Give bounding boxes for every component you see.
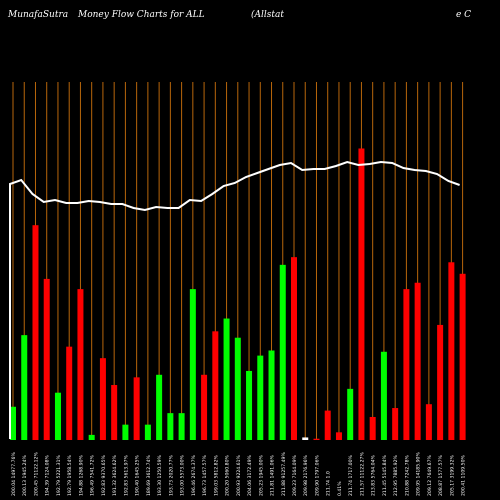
x-tick-label: 193.73 2020.77% — [168, 454, 174, 496]
volume-bar — [223, 318, 230, 440]
volume-bar — [268, 350, 275, 440]
x-tick-label: 209.12 7649.67% — [427, 454, 433, 496]
volume-bar — [380, 351, 387, 440]
volume-bar — [212, 331, 219, 440]
volume-bar — [392, 408, 399, 440]
volume-bar — [414, 282, 421, 440]
volume-bar — [201, 374, 208, 440]
volume-bar — [459, 273, 466, 440]
x-tick-label: 213.83 5764.04% — [371, 454, 377, 496]
volume-bar — [21, 335, 28, 440]
x-tick-label: 190.40 1645.25% — [135, 454, 141, 496]
x-tick-label: 200.04 14977.76% — [11, 452, 17, 496]
volume-bar — [144, 424, 151, 440]
volume-bar — [66, 346, 73, 440]
volume-bar — [77, 289, 84, 440]
x-tick-label: 209.95 14185.90% — [416, 452, 422, 496]
volume-bar — [178, 413, 185, 440]
price-line — [9, 160, 460, 439]
volume-bar — [425, 404, 432, 440]
x-tick-label: 192.83 9370.65% — [101, 454, 107, 496]
x-tick-label: 210.88 7242.78% — [404, 454, 410, 496]
volume-bar — [437, 324, 444, 440]
volume-bar — [448, 262, 455, 440]
x-tick-label: 194.39 7124.08% — [45, 454, 51, 496]
x-tick-label: 209.98 2176.96% — [303, 454, 309, 496]
volume-bar — [43, 278, 50, 440]
x-tick-label: 200.20 5060.80% — [225, 454, 231, 496]
volume-bar — [32, 225, 39, 440]
x-tick-label: 0.41% — [337, 481, 343, 496]
x-tick-label: 209.90 1797.06% — [315, 454, 321, 496]
x-tick-label: 196.49 7541.72% — [90, 454, 96, 496]
x-tick-label: 193.00 5573.00% — [180, 454, 186, 496]
x-tick-label: 212.95 7885.92% — [393, 454, 399, 496]
title-tail-fragment: e C — [456, 10, 472, 20]
x-tick-label: 211.88 91257.49% — [281, 452, 287, 496]
volume-bar — [313, 438, 320, 440]
volume-bar — [291, 257, 297, 440]
x-tick-label: 204.06 3172.49% — [247, 454, 253, 496]
x-tick-label: 192.83 5613.97% — [123, 454, 129, 496]
volume-bar — [88, 434, 95, 440]
x-tick-label: 194.88 1268.90% — [78, 454, 84, 496]
x-tick-label: 211.45 5145.84% — [382, 454, 388, 496]
x-tick-label: 208.87 1577.57% — [438, 454, 444, 496]
volume-bar — [347, 388, 354, 440]
x-tick-label: 200.13 1945.24% — [22, 454, 28, 496]
x-tick-label: 211.81 1491.06% — [270, 454, 276, 496]
volume-bar — [358, 148, 365, 440]
x-tick-label: 200.93 9224.61% — [236, 454, 242, 496]
x-tick-label: 191.32 3624.62% — [112, 454, 118, 496]
x-tick-label: 196.46 2674.37% — [191, 454, 197, 496]
volume-bar — [279, 264, 286, 440]
volume-bar — [403, 289, 410, 440]
site-name: MunafaSutra — [8, 10, 69, 20]
chart-title: MunafaSutra Money Flow Charts for ALL (A… — [8, 6, 498, 26]
volume-bar — [257, 355, 264, 440]
volume-bar — [167, 413, 174, 440]
volume-bar — [234, 337, 241, 440]
volume-bar — [156, 374, 163, 440]
volume-bar — [133, 377, 140, 440]
x-tick-label: 211.74 1717.00% — [348, 454, 354, 496]
x-tick-label: 192.79 5221.31% — [56, 454, 62, 496]
volume-bar — [122, 424, 129, 440]
volume-bar — [10, 406, 16, 440]
company-fragment: (Allstat — [251, 10, 284, 20]
x-tick-label: 200.45 71122.12% — [34, 452, 40, 496]
x-tick-label: 200.41 1109.50% — [461, 454, 467, 496]
x-tick-label: 189.69 3612.74% — [146, 454, 152, 496]
x-tick-label: 205.23 1945.00% — [258, 454, 264, 496]
x-tick-label: 196.73 1457.57% — [202, 454, 208, 496]
volume-bar — [54, 392, 61, 440]
x-tick-label: 199.03 5812.82% — [213, 454, 219, 496]
volume-bar — [246, 370, 253, 440]
volume-bar — [302, 437, 309, 440]
volume-bar — [189, 289, 196, 440]
x-tick-label: 211.57 11122.27% — [359, 452, 365, 496]
x-tick-label: 205.17 3199.32% — [449, 454, 455, 496]
volume-bar — [324, 410, 331, 440]
volume-bar — [369, 416, 376, 440]
volume-bar — [111, 385, 118, 440]
x-tick-label: 193.30 1250.59% — [157, 454, 163, 496]
volume-bar — [99, 358, 106, 440]
title-text: Money Flow Charts for ALL — [78, 10, 205, 20]
x-tick-label: 209.23 7164.09% — [292, 454, 298, 496]
x-tick-label: 211.74 1.0 — [326, 471, 332, 496]
x-tick-label: 192.79 1958.54% — [67, 454, 73, 496]
volume-bar — [335, 432, 342, 440]
